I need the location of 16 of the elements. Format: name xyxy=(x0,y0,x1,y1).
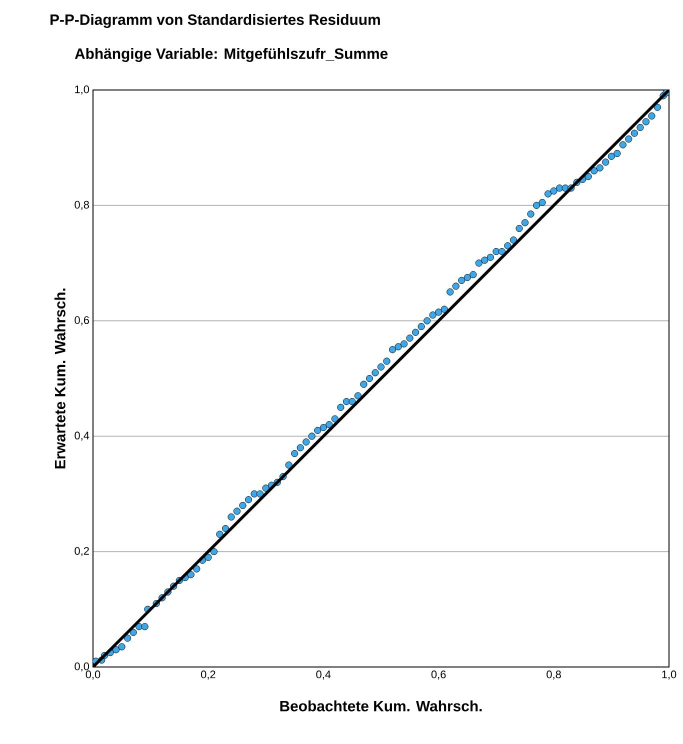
y-tick-label: 0,0 xyxy=(74,662,90,672)
x-tick-label: 0,2 xyxy=(201,670,216,680)
chart-subtitle: Abhängige Variable: Mitgefühlszufr_Summe xyxy=(74,48,388,62)
chart-title: P-P-Diagramm von Standardisiertes Residuum xyxy=(50,14,380,28)
y-axis-title: Erwartete Kum. Wahrsch. xyxy=(54,288,66,468)
y-tick-label: 1,0 xyxy=(75,85,90,95)
y-tick-label: 0,2 xyxy=(74,547,89,556)
y-tick-label: 0,4 xyxy=(74,432,90,441)
x-tick-label: 0,4 xyxy=(316,670,331,680)
x-tick-label: 1,0 xyxy=(662,670,676,680)
y-tick-label: 0,6 xyxy=(74,316,89,326)
x-tick-label: 0,0 xyxy=(86,670,100,680)
x-axis-title: Beobachtete Kum. Wahrsch. xyxy=(280,700,482,712)
y-tick-label: 0,8 xyxy=(74,200,89,210)
x-tick-label: 0,8 xyxy=(546,670,561,680)
x-tick-label: 0,6 xyxy=(431,670,446,680)
